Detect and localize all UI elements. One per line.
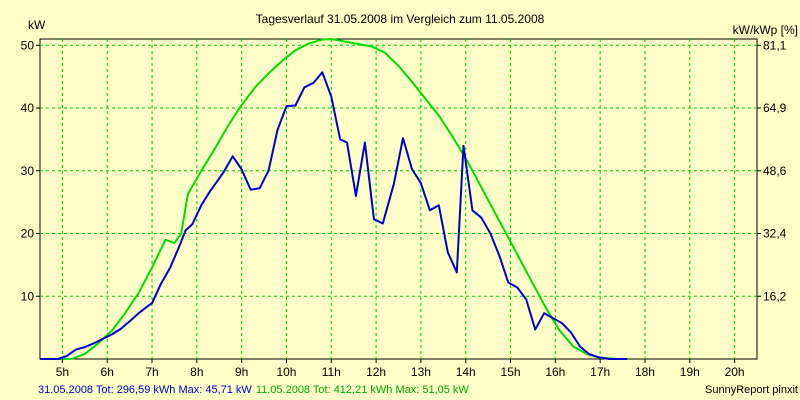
x-tick-label: 18h: [635, 365, 655, 379]
y-tick-label-right: 48,6: [763, 164, 787, 178]
axes-group: 5h 6h 7h 8h 9h 10h 11h 12h 13h 14h 15h 16h 17h 18h 19h…: [21, 38, 787, 379]
x-tick-label: 6h: [101, 365, 114, 379]
plot-area: [39, 38, 758, 360]
y-tick-label-left: 50: [21, 38, 35, 52]
x-tick-label: 7h: [145, 365, 158, 379]
credit-text: SunnyReport pinxit: [705, 384, 798, 396]
x-tick-label: 11h: [322, 365, 341, 379]
x-tick-label: 20h: [725, 365, 745, 379]
x-tick-label: 10h: [276, 365, 296, 379]
x-tick-label: 14h: [456, 365, 476, 379]
y-tick-label-left: 40: [21, 101, 35, 115]
x-tick-label: 12h: [366, 365, 386, 379]
x-tick-label: 17h: [590, 365, 610, 379]
x-tick-label: 9h: [235, 365, 248, 379]
grid: [40, 39, 757, 359]
x-tick-label: 19h: [680, 365, 700, 379]
y-axis-label-left: kW: [28, 18, 46, 32]
y-tick-label-left: 30: [21, 164, 35, 178]
y-tick-label-right: 32,4: [763, 227, 787, 241]
footer-series-2: 11.05.2008 Tot: 412,21 kWh Max: 51,05 kW: [256, 384, 470, 396]
y-tick-label-left: 10: [21, 289, 35, 303]
x-tick-label: 8h: [190, 365, 203, 379]
chart-title: Tagesverlauf 31.05.2008 im Vergleich zum…: [256, 12, 545, 26]
x-tick-label: 13h: [411, 365, 431, 379]
y-tick-label-left: 20: [21, 227, 35, 241]
series-line-31.05.2008: [40, 71, 627, 360]
footer-legend: 31.05.2008 Tot: 296,59 kWh Max: 45,71 kW…: [38, 384, 469, 396]
y-axis-label-right: kW/kWp [%]: [733, 23, 798, 37]
x-tick-label: 5h: [56, 365, 69, 379]
y-tick-label-right: 81,1: [763, 38, 787, 52]
x-tick-label: 15h: [501, 365, 521, 379]
series-line-11.05.2008: [40, 38, 627, 360]
series-group: [40, 38, 627, 360]
y-tick-label-right: 64,9: [763, 101, 787, 115]
footer-series-1: 31.05.2008 Tot: 296,59 kWh Max: 45,71 kW: [38, 384, 252, 396]
x-tick-label: 16h: [545, 365, 565, 379]
y-tick-label-right: 16,2: [763, 289, 787, 303]
